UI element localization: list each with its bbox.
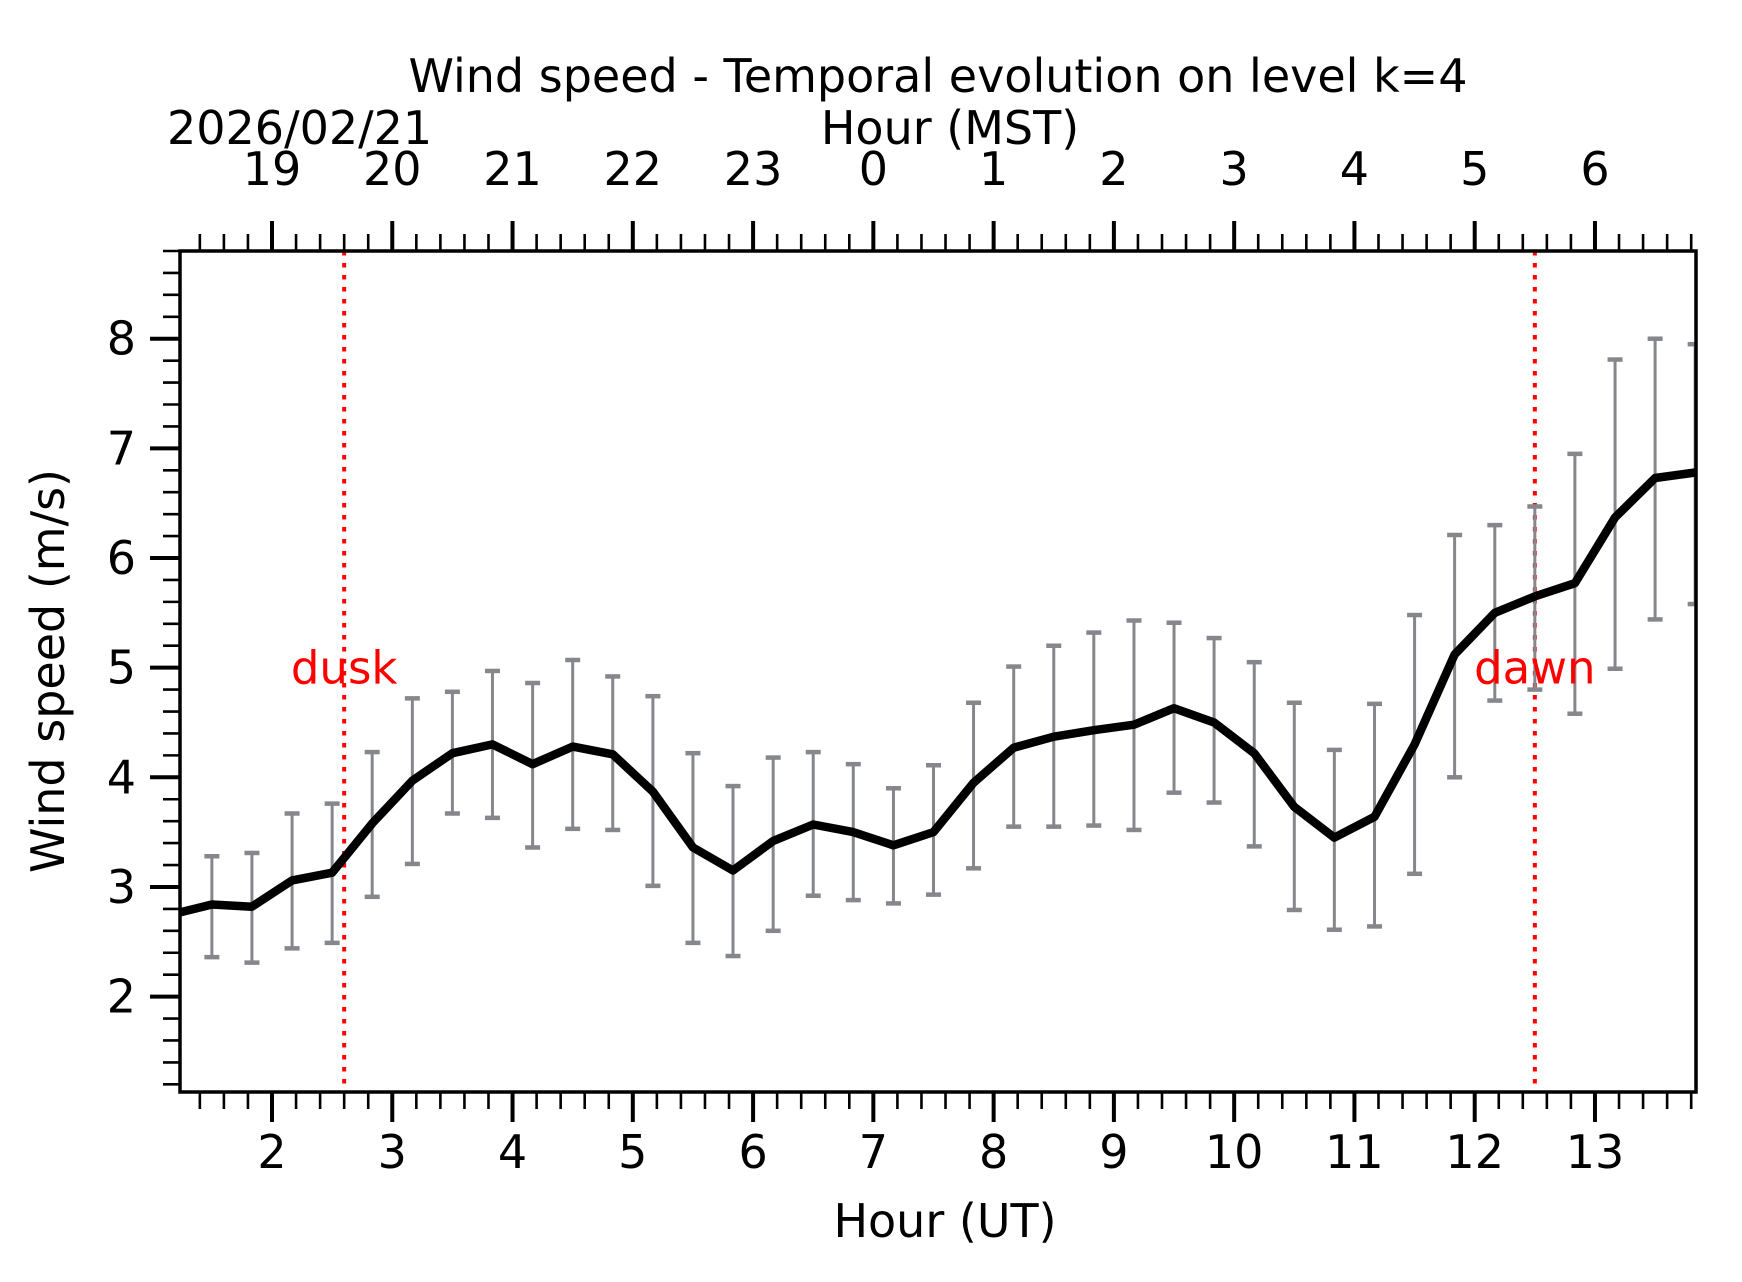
date-annotation: 2026/02/21 [167,101,432,155]
x-tick-label: 5 [618,1125,647,1179]
bottom-axis-label: Hour (UT) [833,1194,1056,1248]
top-tick-label: 23 [724,142,783,196]
top-tick-label: 6 [1580,142,1609,196]
x-tick-label: 7 [859,1125,888,1179]
top-tick-label: 21 [483,142,542,196]
y-tick-label: 8 [107,312,136,366]
top-tick-label: 5 [1460,142,1489,196]
x-tick-label: 13 [1566,1125,1625,1179]
chart-title: Wind speed - Temporal evolution on level… [409,49,1468,103]
y-tick-label: 2 [107,970,136,1024]
x-tick-label: 8 [979,1125,1008,1179]
dusk-dawn-lines [342,251,1537,1092]
y-tick-label: 7 [107,421,136,475]
top-tick-label: 20 [363,142,422,196]
dawn-label: dawn [1474,642,1595,695]
wind-speed-line [180,468,1696,917]
x-tick-label: 10 [1205,1125,1264,1179]
x-tick-label: 6 [738,1125,767,1179]
top-tick-label: 19 [243,142,302,196]
top-tick-label: 3 [1220,142,1249,196]
y-tick-label: 4 [107,750,136,804]
top-axis-label: Hour (MST) [821,101,1079,155]
top-tick-label: 1 [979,142,1008,196]
top-tick-label: 22 [604,142,663,196]
x-tick-label: 3 [378,1125,407,1179]
top-tick-label: 0 [859,142,888,196]
left-axis-label: Wind speed (m/s) [21,469,75,873]
axes [150,221,1698,1122]
x-tick-label: 9 [1099,1125,1128,1179]
plot-border [178,249,1698,1094]
x-tick-label: 11 [1325,1125,1384,1179]
x-tick-label: 4 [498,1125,527,1179]
y-tick-label: 3 [107,860,136,914]
dusk-label: dusk [291,642,398,695]
x-tick-label: 2 [257,1125,286,1179]
top-tick-label: 4 [1340,142,1369,196]
y-tick-label: 5 [107,641,136,695]
top-tick-label: 2 [1099,142,1128,196]
x-tick-label: 12 [1445,1125,1504,1179]
y-tick-label: 6 [107,531,136,585]
